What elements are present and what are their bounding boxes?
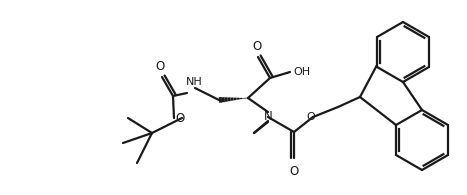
Text: O: O	[175, 112, 184, 124]
Text: NH: NH	[185, 77, 202, 87]
Text: O: O	[290, 165, 298, 178]
Text: O: O	[307, 112, 315, 122]
Text: N: N	[264, 111, 272, 123]
Text: O: O	[252, 40, 262, 53]
Text: OH: OH	[293, 67, 310, 77]
Text: O: O	[156, 60, 165, 73]
